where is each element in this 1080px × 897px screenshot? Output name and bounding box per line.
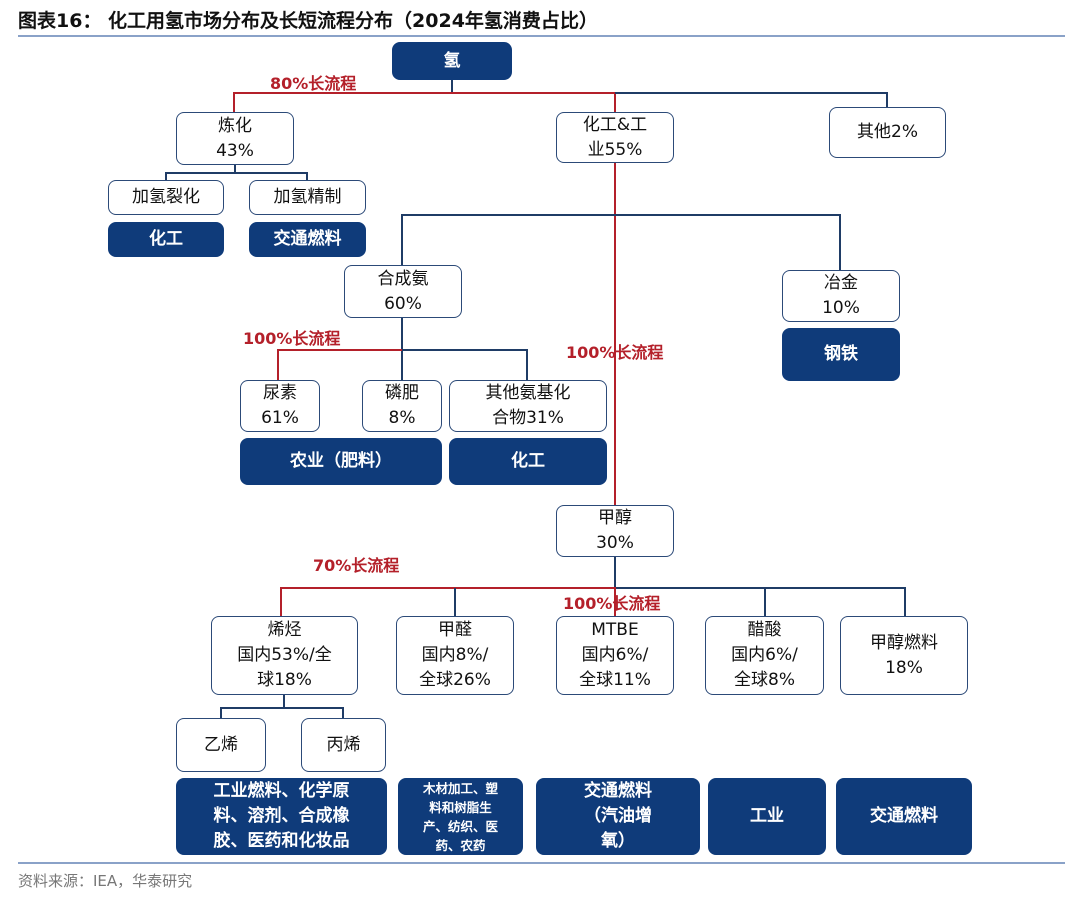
line-red-olefins: [280, 587, 616, 616]
node-chem-industry: 化工&工 业55%: [556, 112, 674, 163]
footer-divider: [18, 862, 1065, 864]
line-red-refining-chem: [233, 92, 616, 505]
line-ammonia-stem: [401, 318, 528, 380]
label-mtbe-long-process: 100%长流程: [563, 594, 661, 613]
node-methanol-fuel: 甲醇燃料 18%: [840, 616, 968, 695]
use-mtbe: 交通燃料 （汽油增 氧）: [536, 778, 700, 855]
label-olefins-long-process: 70%长流程: [313, 556, 400, 575]
source-note: 资料来源：IEA，华泰研究: [18, 872, 193, 890]
line-root-other: [615, 92, 888, 107]
label-refining-long-process: 80%长流程: [270, 74, 357, 93]
figure-title: 图表16： 化工用氢市场分布及长短流程分布（2024年氢消费占比）: [18, 10, 598, 32]
node-urea: 尿素 61%: [240, 380, 320, 432]
use-hydrotreating: 交通燃料: [249, 222, 366, 257]
line-olefins-children: [220, 695, 344, 718]
node-ammonia: 合成氨 60%: [344, 265, 462, 318]
use-other-ammonia: 化工: [449, 438, 607, 485]
use-hydrocracking: 化工: [108, 222, 224, 257]
line-refining-children: [165, 165, 308, 180]
node-propylene: 丙烯: [301, 718, 386, 772]
use-agriculture: 农业（肥料）: [240, 438, 442, 485]
node-metallurgy: 冶金 10%: [782, 270, 900, 322]
node-refining: 炼化 43%: [176, 112, 294, 165]
label-chem-methanol-long-process: 100%长流程: [566, 343, 664, 362]
node-hydrogen: 氢: [392, 42, 512, 80]
node-hydrotreating: 加氢精制: [249, 180, 366, 215]
node-ethylene: 乙烯: [176, 718, 266, 772]
node-other: 其他2%: [829, 107, 946, 158]
node-acetic-acid: 醋酸 国内6%/ 全球8%: [705, 616, 824, 695]
line-red-urea: [277, 349, 402, 380]
node-mtbe: MTBE 国内6%/ 全球11%: [556, 616, 674, 695]
use-acetic-acid: 工业: [708, 778, 826, 855]
use-methanol-fuel: 交通燃料: [836, 778, 972, 855]
node-hydrocracking: 加氢裂化: [108, 180, 224, 215]
use-metallurgy: 钢铁: [782, 328, 900, 381]
node-methanol: 甲醇 30%: [556, 505, 674, 557]
node-olefins: 烯烃 国内53%/全 球18%: [211, 616, 358, 695]
use-formaldehyde: 木材加工、塑 料和树脂生 产、纺织、医 药、农药: [398, 778, 523, 855]
line-methanol-stem: [614, 557, 906, 616]
node-other-ammonia: 其他氨基化 合物31%: [449, 380, 607, 432]
node-formaldehyde: 甲醛 国内8%/ 全球26%: [396, 616, 514, 695]
node-phosphate: 磷肥 8%: [362, 380, 442, 432]
use-olefins: 工业燃料、化学原 料、溶剂、合成橡 胶、医药和化妆品: [176, 778, 387, 855]
title-divider: [18, 35, 1065, 37]
label-ammonia-long-process: 100%长流程: [243, 329, 341, 348]
line-chem-children: [401, 214, 841, 270]
